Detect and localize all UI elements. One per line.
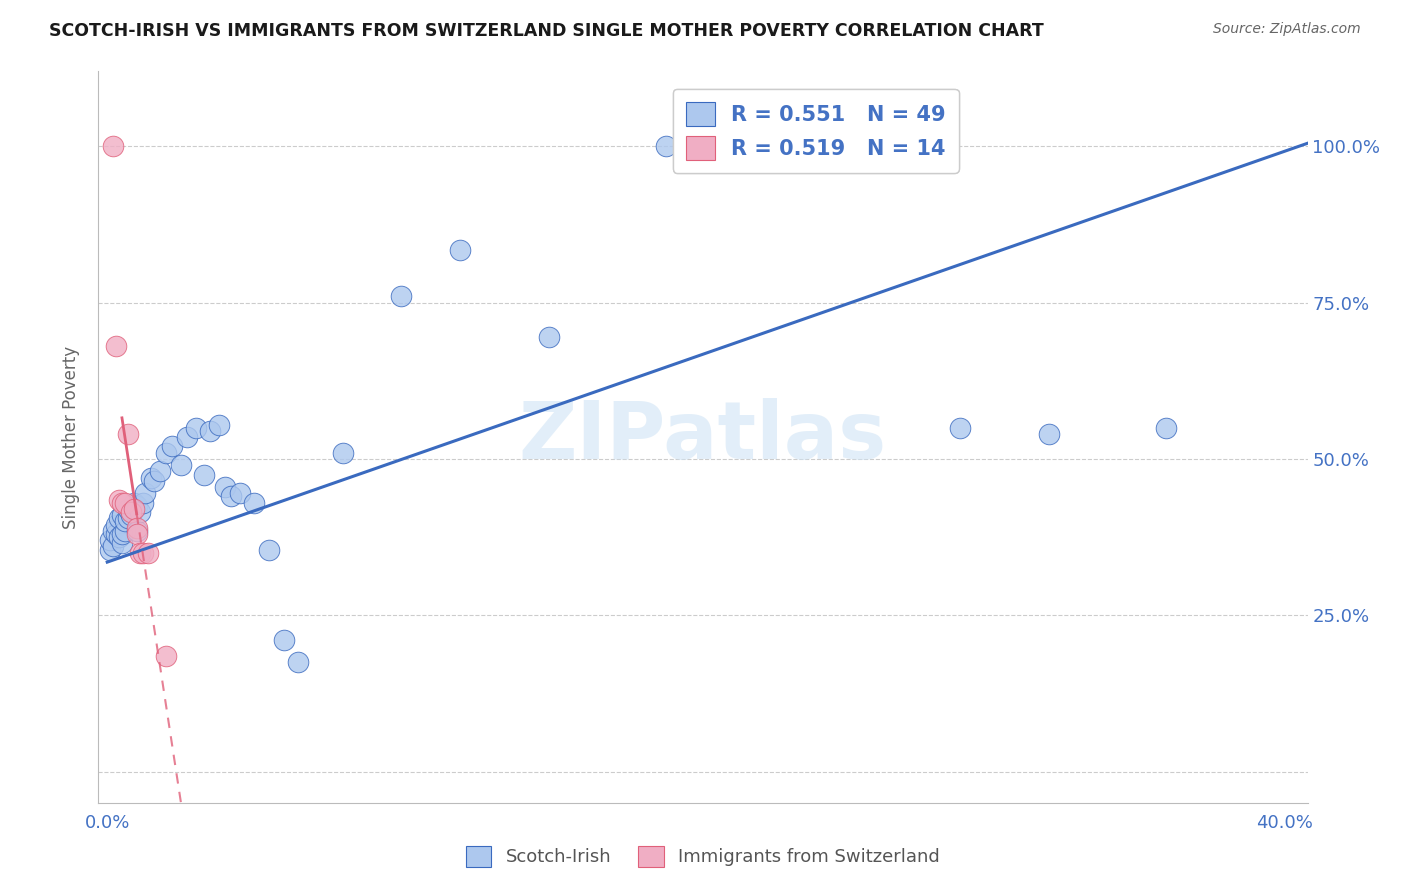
Point	[111, 527, 134, 541]
Point	[125, 521, 148, 535]
Point	[111, 496, 134, 510]
Legend: Scotch-Irish, Immigrants from Switzerland: Scotch-Irish, Immigrants from Switzerlan…	[458, 838, 948, 874]
Point	[257, 542, 280, 557]
Point	[131, 546, 153, 560]
Point	[143, 474, 166, 488]
Text: Source: ZipAtlas.com: Source: ZipAtlas.com	[1213, 22, 1361, 37]
Point	[128, 505, 150, 519]
Point	[105, 339, 128, 353]
Point	[108, 530, 131, 544]
Point	[138, 546, 160, 560]
Point	[141, 471, 163, 485]
Point	[114, 496, 136, 510]
Point	[537, 330, 560, 344]
Point	[111, 508, 134, 523]
Point	[98, 533, 121, 548]
Point	[105, 517, 128, 532]
Point	[125, 524, 148, 538]
Point	[125, 527, 148, 541]
Point	[105, 527, 128, 541]
Point	[108, 492, 131, 507]
Point	[193, 467, 215, 482]
Point	[149, 465, 172, 479]
Point	[287, 655, 309, 669]
Point	[449, 243, 471, 257]
Point	[391, 289, 413, 303]
Point	[273, 633, 295, 648]
Point	[111, 536, 134, 550]
Point	[1156, 420, 1178, 434]
Point	[120, 508, 142, 523]
Text: SCOTCH-IRISH VS IMMIGRANTS FROM SWITZERLAND SINGLE MOTHER POVERTY CORRELATION CH: SCOTCH-IRISH VS IMMIGRANTS FROM SWITZERL…	[49, 22, 1045, 40]
Point	[131, 496, 153, 510]
Point	[160, 440, 183, 454]
Point	[200, 424, 222, 438]
Point	[122, 496, 145, 510]
Text: ZIPatlas: ZIPatlas	[519, 398, 887, 476]
Point	[108, 511, 131, 525]
Point	[170, 458, 193, 473]
Point	[243, 496, 266, 510]
Point	[125, 499, 148, 513]
Legend: R = 0.551   N = 49, R = 0.519   N = 14: R = 0.551 N = 49, R = 0.519 N = 14	[673, 89, 959, 173]
Point	[117, 511, 139, 525]
Point	[208, 417, 231, 432]
Point	[655, 139, 678, 153]
Point	[1038, 426, 1060, 441]
Point	[101, 524, 124, 538]
Point	[214, 480, 236, 494]
Point	[114, 524, 136, 538]
Point	[155, 446, 177, 460]
Point	[120, 505, 142, 519]
Y-axis label: Single Mother Poverty: Single Mother Poverty	[62, 345, 80, 529]
Point	[176, 430, 198, 444]
Point	[114, 515, 136, 529]
Point	[98, 542, 121, 557]
Point	[155, 648, 177, 663]
Point	[184, 420, 207, 434]
Point	[117, 426, 139, 441]
Point	[949, 420, 972, 434]
Point	[101, 540, 124, 554]
Point	[219, 490, 242, 504]
Point	[128, 546, 150, 560]
Point	[744, 139, 766, 153]
Point	[332, 446, 354, 460]
Point	[101, 139, 124, 153]
Point	[134, 486, 156, 500]
Point	[117, 502, 139, 516]
Point	[228, 486, 250, 500]
Point	[122, 502, 145, 516]
